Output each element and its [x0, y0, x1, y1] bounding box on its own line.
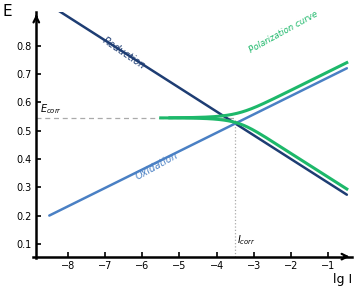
Text: Oxidation: Oxidation [134, 151, 180, 182]
Y-axis label: E: E [2, 4, 12, 19]
Text: Reduction: Reduction [101, 36, 147, 72]
Text: Polarization curve: Polarization curve [248, 9, 320, 55]
Text: $I_{corr}$: $I_{corr}$ [237, 233, 256, 247]
X-axis label: lg I: lg I [333, 273, 352, 286]
Text: $E_{corr}$: $E_{corr}$ [40, 102, 62, 116]
